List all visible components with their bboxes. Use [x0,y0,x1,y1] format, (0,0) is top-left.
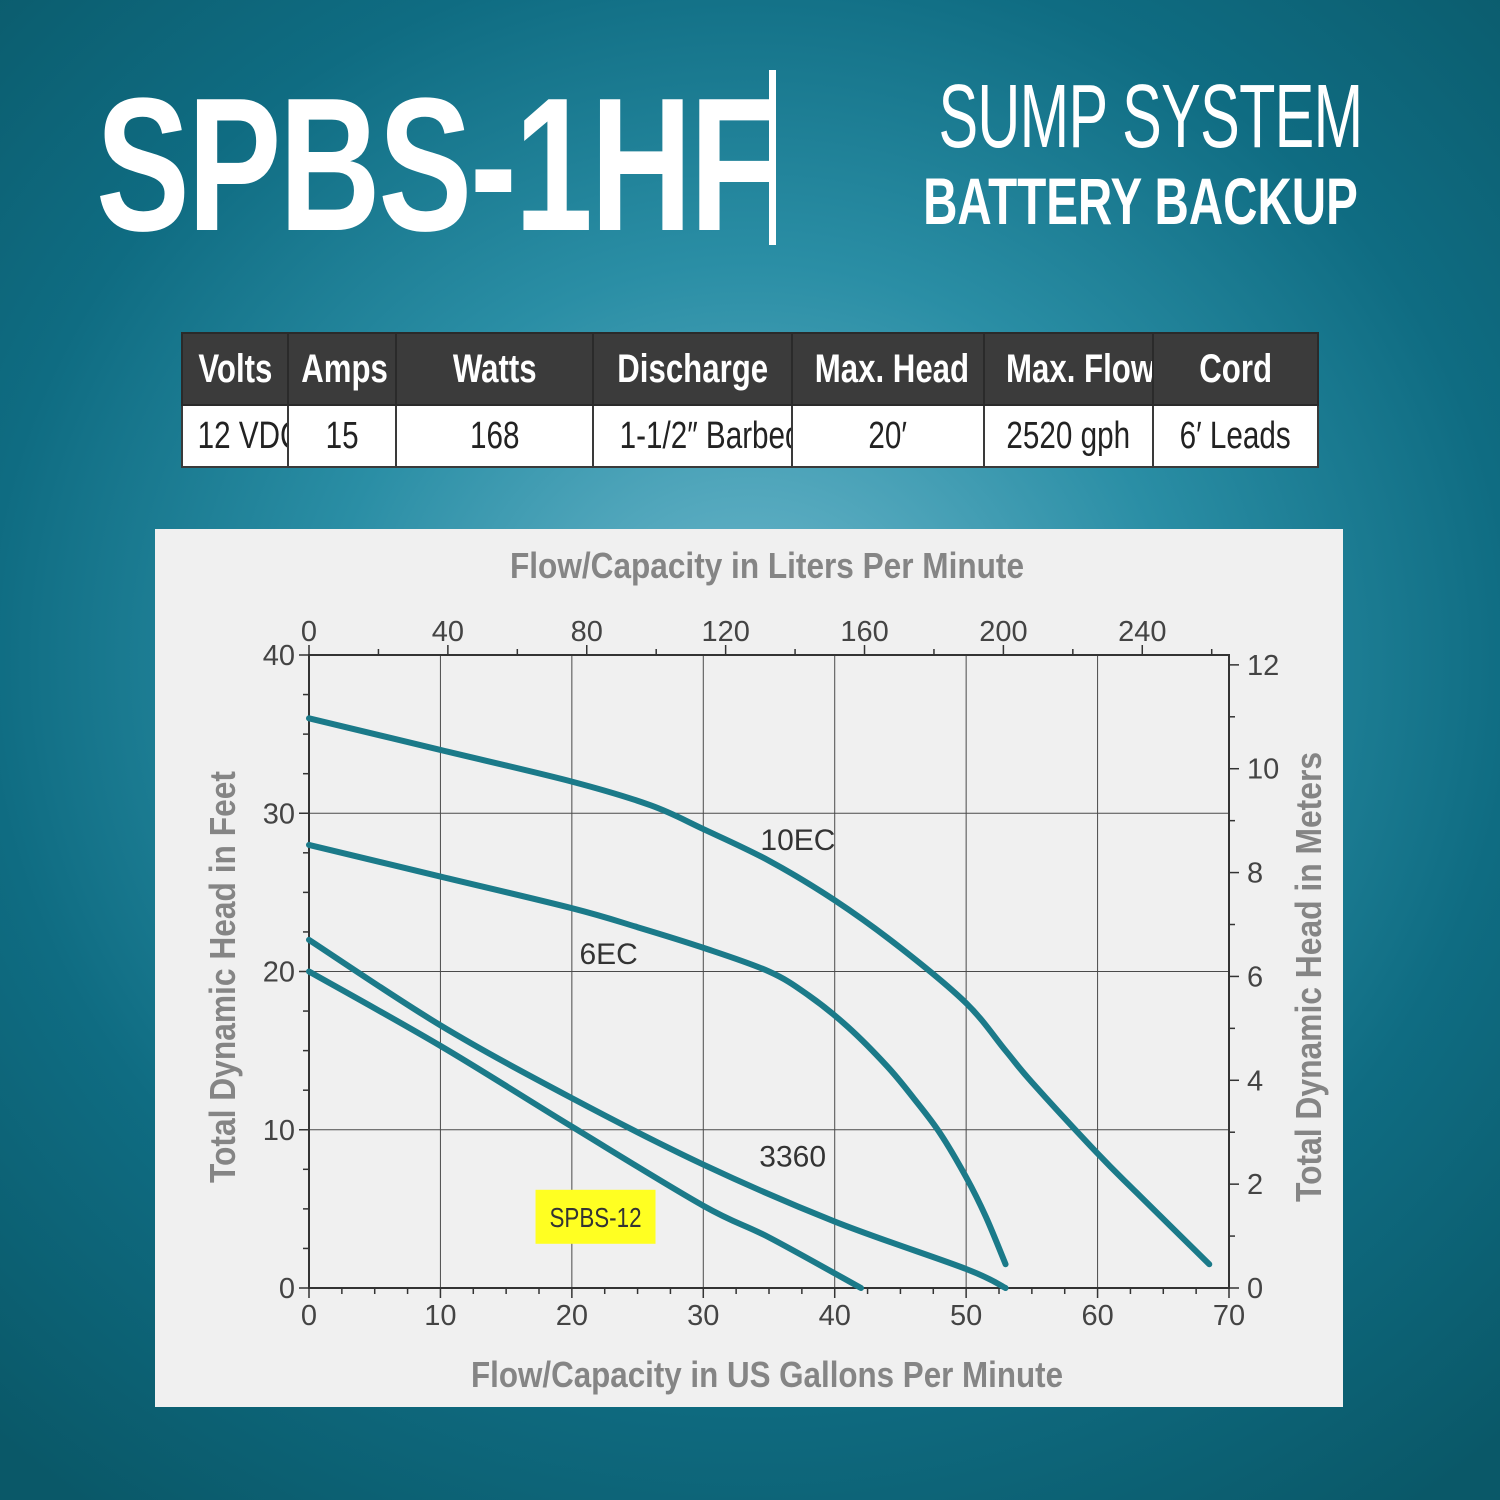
series-line-6ec [306,841,1009,1268]
y-tick-label: 10 [263,1115,295,1147]
series-label-spbs-12: SPBS-12 [550,1202,642,1233]
x-tick-label: 70 [1213,1300,1245,1332]
y-axis-label: Total Dynamic Head in Feet [202,771,243,1183]
x2-tick-label: 200 [979,616,1027,648]
series-line-3360 [306,936,1009,1291]
chart-panel: 0 10 20 30 40 50 60 70 0 10 20 30 40 0 40 80 120 160 200 24… [155,529,1343,1407]
x-tick-label: 40 [819,1300,851,1332]
subtitle-battery-backup: BATTERY BACKUP [923,164,1358,238]
y2-tick-label: 8 [1247,858,1263,890]
series-label-6ec: 6EC [579,938,637,971]
x-tick-label: 30 [687,1300,719,1332]
x-tick-label: 0 [301,1300,317,1332]
x-tick-label: 50 [950,1300,982,1332]
x2-tick-label: 40 [432,616,464,648]
specs-value-cell: 6′ Leads [1152,404,1319,468]
x2-tick-label: 0 [301,616,317,648]
specs-table: Volts Amps Watts Discharge Max. Head Max… [181,332,1319,468]
series-line-spbs-12 [306,968,864,1291]
x2-tick-label: 80 [571,616,603,648]
subtitle-sump-system: SUMP SYSTEM [937,67,1363,167]
specs-header-cell: Max. Head [791,332,985,406]
y-tick-label: 0 [279,1273,295,1305]
specs-header-cell: Discharge [592,332,793,406]
x2-tick-label: 120 [701,616,749,648]
x2-tick-label: 160 [840,616,888,648]
specs-value-cell: 15 [287,404,397,468]
y2-tick-label: 0 [1247,1273,1263,1305]
specs-value-cell: 12 VDC [181,404,289,468]
y2-tick-label: 6 [1247,961,1263,993]
y-tick-label: 30 [263,798,295,830]
y2-tick-label: 12 [1247,650,1279,682]
x-tick-label: 10 [424,1300,456,1332]
specs-header-cell: Max. Flow [983,332,1154,406]
x2-tick-label: 240 [1118,616,1166,648]
x-tick-label: 20 [556,1300,588,1332]
specs-header-cell: Amps [287,332,397,406]
specs-header-cell: Watts [395,332,594,406]
specs-header-row: Volts Amps Watts Discharge Max. Head Max… [181,332,1319,406]
specs-value-cell: 1-1/2″ Barbed [592,404,793,468]
x-axis-label: Flow/Capacity in US Gallons Per Minute [471,1354,1063,1395]
specs-value-cell: 168 [395,404,594,468]
specs-header-cell: Cord [1152,332,1319,406]
y2-tick-label: 10 [1247,754,1279,786]
series-line-10ec [306,715,1213,1268]
series-label-highlight-spbs-12 [535,1189,656,1244]
y2-tick-label: 2 [1247,1169,1263,1201]
model-title: SPBS-1HF [96,59,776,271]
title-divider [769,70,776,245]
series-label-10ec: 10EC [760,824,835,857]
y-tick-label: 20 [263,957,295,989]
specs-value-cell: 20′ [791,404,985,468]
specs-value-row: 12 VDC 15 168 1-1/2″ Barbed 20′ 2520 gph… [181,404,1319,468]
x-tick-label: 60 [1081,1300,1113,1332]
specs-header-cell: Volts [181,332,289,406]
y-tick-label: 40 [263,640,295,672]
y2-tick-label: 4 [1247,1065,1263,1097]
specs-value-cell: 2520 gph [983,404,1154,468]
series-label-3360: 3360 [759,1141,826,1174]
y2-axis-label: Total Dynamic Head in Meters [1288,752,1329,1202]
chart-title: Flow/Capacity in Liters Per Minute [510,545,1024,586]
